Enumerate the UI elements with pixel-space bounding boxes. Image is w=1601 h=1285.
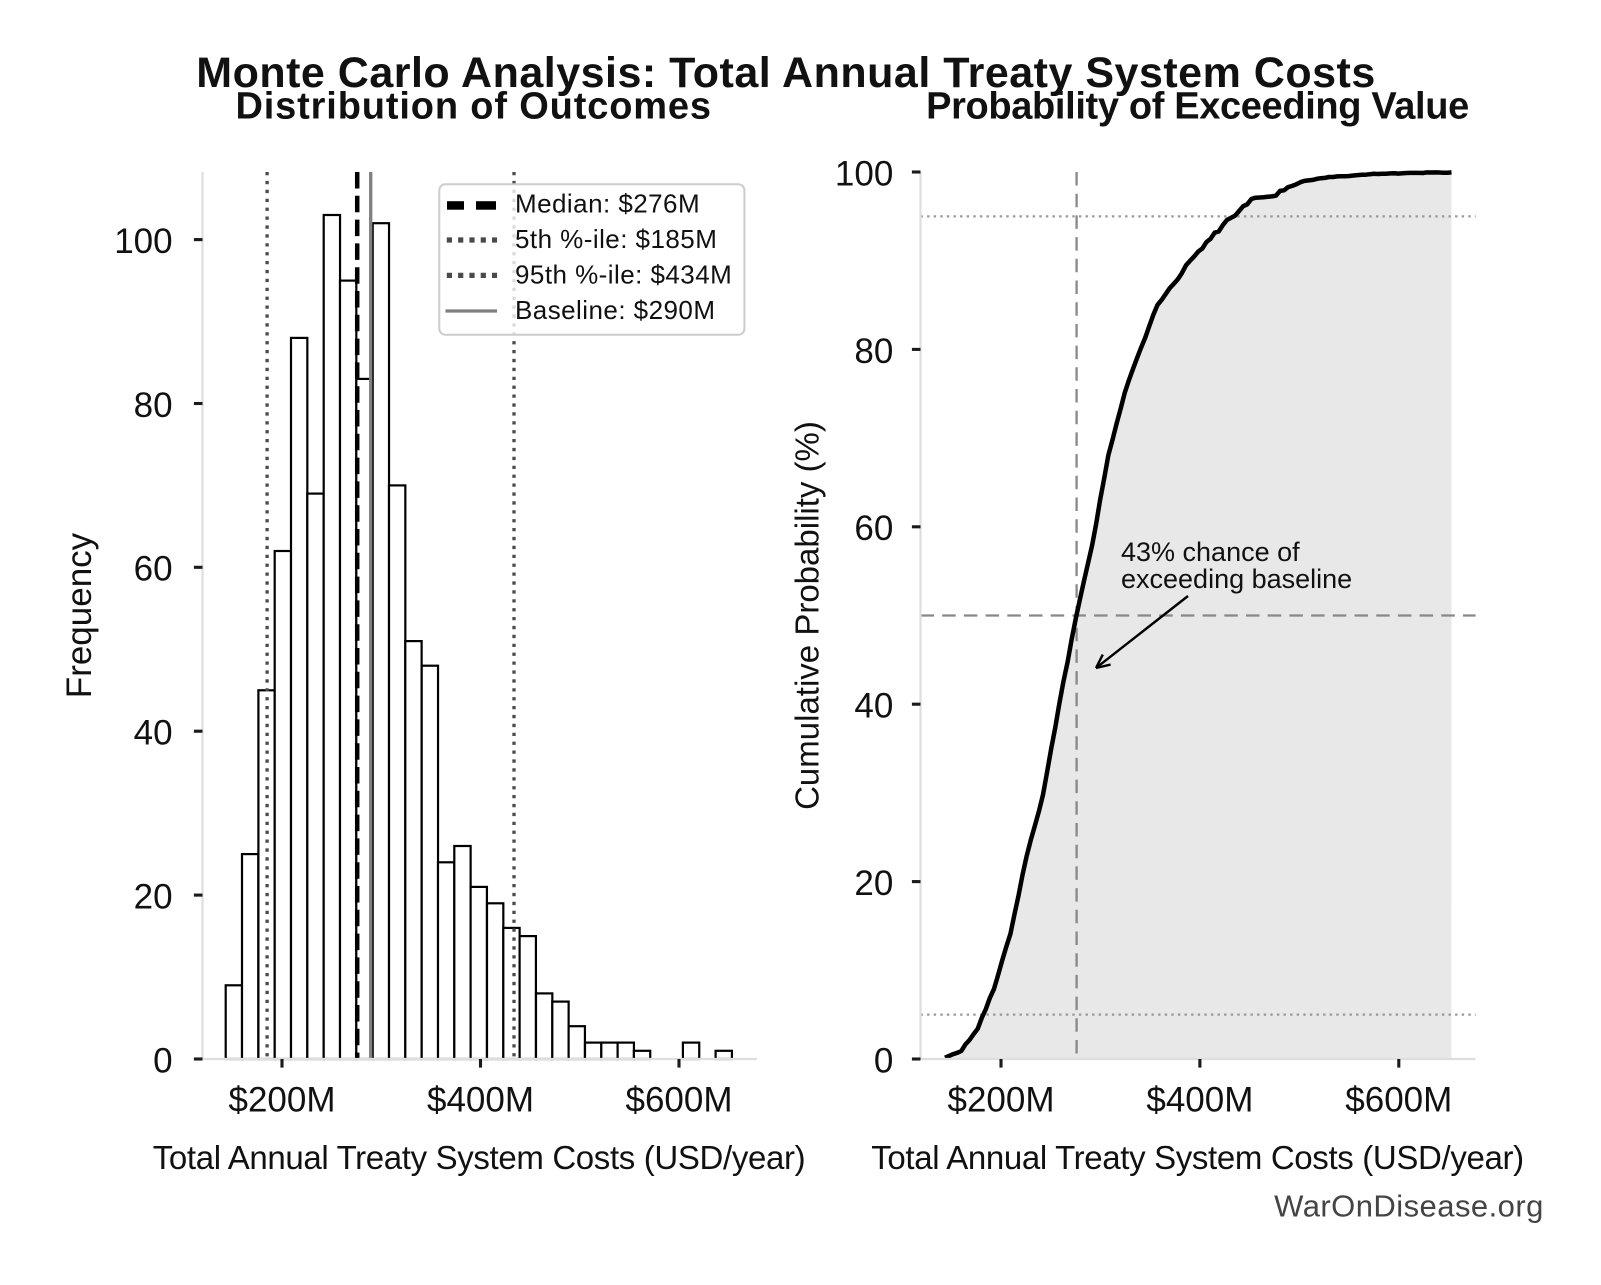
svg-text:95th %-ile: $434M: 95th %-ile: $434M xyxy=(515,260,732,290)
svg-text:Total Annual Treaty System Cos: Total Annual Treaty System Costs (USD/ye… xyxy=(871,1139,1524,1176)
svg-text:100: 100 xyxy=(114,222,172,261)
svg-text:60: 60 xyxy=(854,509,893,548)
svg-text:43% chance of: 43% chance of xyxy=(1121,537,1300,567)
svg-text:Total Annual Treaty System Cos: Total Annual Treaty System Costs (USD/ye… xyxy=(153,1139,806,1176)
svg-text:5th %-ile: $185M: 5th %-ile: $185M xyxy=(515,224,717,254)
svg-text:$400M: $400M xyxy=(427,1081,534,1120)
svg-text:60: 60 xyxy=(134,550,173,589)
svg-text:40: 40 xyxy=(854,687,893,726)
svg-text:40: 40 xyxy=(134,714,173,753)
svg-text:$600M: $600M xyxy=(1345,1081,1452,1120)
svg-text:$200M: $200M xyxy=(228,1081,335,1120)
svg-text:Baseline: $290M: Baseline: $290M xyxy=(515,295,715,325)
svg-text:0: 0 xyxy=(153,1041,172,1080)
svg-text:0: 0 xyxy=(874,1041,893,1080)
svg-text:Frequency: Frequency xyxy=(60,532,99,698)
svg-text:exceeding baseline: exceeding baseline xyxy=(1121,564,1352,594)
svg-text:Cumulative Probability (%): Cumulative Probability (%) xyxy=(789,421,826,810)
svg-text:100: 100 xyxy=(835,154,893,193)
svg-text:80: 80 xyxy=(854,332,893,371)
svg-text:Median: $276M: Median: $276M xyxy=(515,189,700,219)
svg-text:20: 20 xyxy=(854,864,893,903)
svg-text:$600M: $600M xyxy=(625,1081,732,1120)
svg-text:WarOnDisease.org: WarOnDisease.org xyxy=(1274,1189,1544,1224)
svg-text:80: 80 xyxy=(134,386,173,425)
svg-text:20: 20 xyxy=(134,878,173,917)
svg-text:Monte Carlo Analysis: Total An: Monte Carlo Analysis: Total Annual Treat… xyxy=(196,49,1376,97)
svg-text:$200M: $200M xyxy=(947,1081,1054,1120)
svg-text:$400M: $400M xyxy=(1146,1081,1253,1120)
svg-text:Probability of Exceeding Value: Probability of Exceeding Value xyxy=(926,86,1469,128)
svg-text:Distribution of Outcomes: Distribution of Outcomes xyxy=(235,86,711,128)
